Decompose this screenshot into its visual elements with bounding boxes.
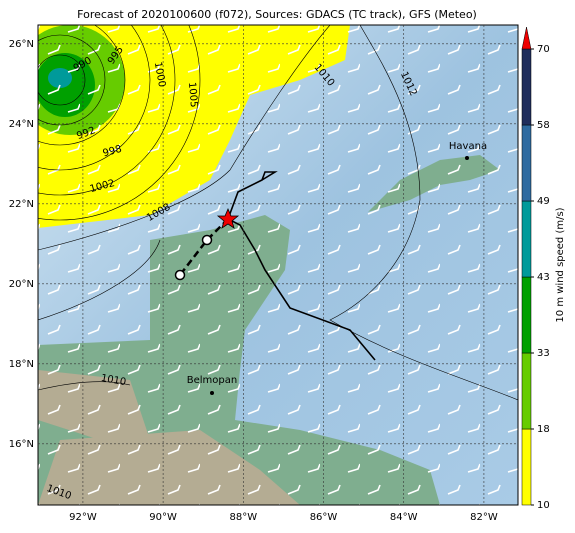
- isobar-label: 1010: [100, 373, 127, 388]
- colorbar-label: 43: [537, 272, 550, 283]
- city-dot: [210, 391, 214, 395]
- lat-label: 20°N: [9, 279, 34, 290]
- colorbar-label: 70: [537, 44, 550, 55]
- track: [227, 171, 376, 361]
- lon-label: 90°W: [149, 512, 177, 523]
- map: Havana Belmopan: [38, 25, 518, 505]
- lat-label: 26°N: [9, 39, 34, 50]
- track-point: [174, 269, 186, 281]
- city-label: Belmopan: [187, 375, 237, 386]
- lat-label: 22°N: [9, 199, 34, 210]
- track-point: [201, 234, 213, 246]
- colorbar-title: 10 m wind speed (m/s): [555, 207, 566, 322]
- colorbar-bin: [521, 276, 532, 354]
- colorbar-label: 33: [537, 348, 550, 359]
- lon-label: 88°W: [230, 512, 258, 523]
- isobar-label: 1005: [186, 82, 199, 108]
- colorbar-bin: [521, 352, 532, 430]
- colorbar-label: 49: [537, 196, 550, 207]
- lon-label: 92°W: [69, 512, 97, 523]
- isobar-label: 1000: [152, 61, 167, 88]
- title: Forecast of 2020100600 (f072), Sources: …: [77, 8, 477, 21]
- city-label: Havana: [449, 141, 487, 152]
- lat-label: 16°N: [9, 439, 34, 450]
- city-dot: [465, 156, 469, 160]
- lat-label: 18°N: [9, 359, 34, 370]
- storm-position: [216, 207, 240, 229]
- wind-barbs: [38, 25, 518, 505]
- colorbar-extend: [521, 26, 532, 50]
- colorbar-label: 10: [537, 500, 550, 511]
- lon-label: 84°W: [390, 512, 418, 523]
- colorbar-label: 58: [537, 120, 550, 131]
- colorbar-bin: [521, 428, 532, 506]
- past-track: [179, 218, 229, 276]
- isobars: [38, 25, 518, 401]
- isobar-label: 998: [102, 144, 123, 160]
- colorbar-bin: [521, 124, 532, 202]
- colorbar-bin: [521, 48, 532, 126]
- lon-label: 82°W: [470, 512, 498, 523]
- colorbar-bin: [521, 200, 532, 278]
- map-frame: [37, 24, 519, 506]
- lon-label: 86°W: [310, 512, 338, 523]
- lat-label: 24°N: [9, 119, 34, 130]
- colorbar-label: 18: [537, 424, 550, 435]
